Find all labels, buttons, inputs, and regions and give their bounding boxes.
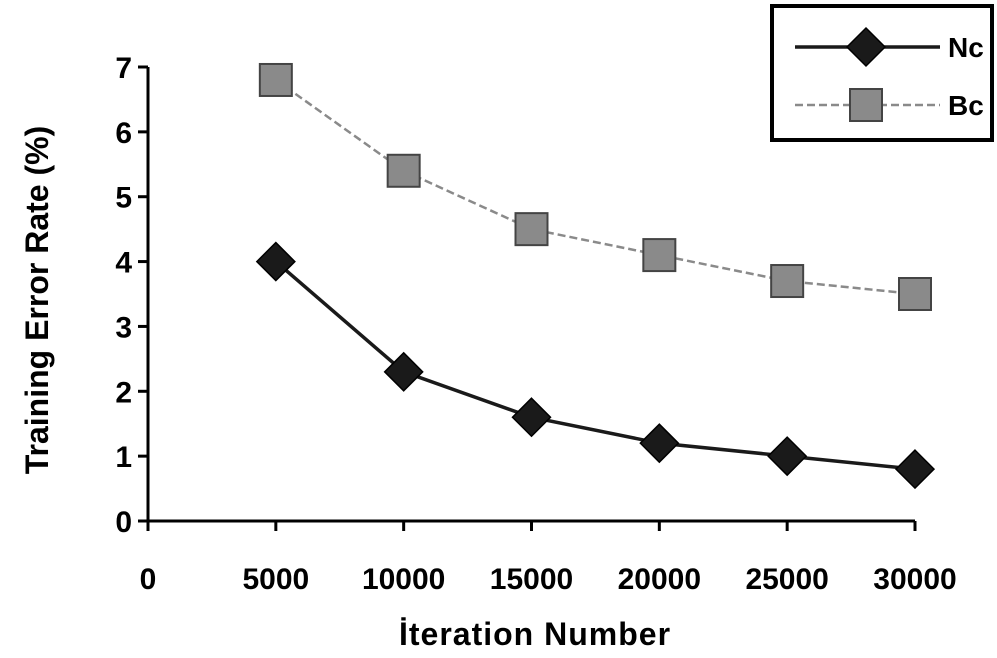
x-tick-label: 25000 — [745, 563, 828, 596]
data-point-bc — [514, 212, 549, 247]
data-point-nc — [255, 241, 296, 282]
x-tick-label: 0 — [140, 563, 157, 596]
data-point-nc — [894, 449, 936, 490]
legend-label-bc: Bc — [948, 90, 984, 121]
y-tick-label: 4 — [115, 247, 132, 280]
data-point-bc — [386, 153, 421, 188]
series-line-bc — [275, 78, 916, 296]
axes: 0 1 2 3 4 5 6 7 0 5000 10000 15000 20000 25000 30000 — [115, 52, 956, 596]
legend-label-nc: Nc — [948, 32, 984, 63]
series-nc — [255, 241, 936, 490]
y-tick-label: 2 — [115, 376, 132, 409]
y-axis-title: Training Error Rate (%) — [19, 126, 55, 475]
series-line-nc — [274, 260, 916, 471]
data-point-bc — [770, 264, 805, 299]
data-point-bc — [258, 62, 293, 97]
data-point-bc — [898, 277, 932, 311]
y-tick-label: 5 — [115, 182, 132, 215]
data-point-nc — [383, 351, 424, 392]
legend: Nc Bc — [770, 4, 994, 142]
y-tick-label: 1 — [115, 441, 132, 474]
x-tick-label: 10000 — [362, 563, 445, 596]
data-point-nc — [767, 436, 808, 477]
legend-marker-bc — [849, 88, 883, 122]
y-tick-label: 3 — [115, 311, 132, 344]
x-tick-label: 30000 — [873, 563, 956, 596]
x-tick-label: 15000 — [490, 563, 573, 596]
series-layer — [255, 62, 936, 490]
x-tick-label: 5000 — [242, 563, 309, 596]
y-tick-label: 0 — [115, 506, 132, 539]
y-tick-label: 6 — [115, 117, 132, 150]
data-point-nc — [511, 397, 552, 438]
data-point-bc — [642, 238, 677, 273]
data-point-nc — [639, 423, 680, 464]
legend-marker-nc — [845, 26, 887, 68]
x-tick-label: 20000 — [618, 563, 701, 596]
series-bc — [258, 62, 932, 311]
x-axis-title: İteration Number — [399, 616, 671, 652]
y-tick-label: 7 — [115, 52, 132, 85]
